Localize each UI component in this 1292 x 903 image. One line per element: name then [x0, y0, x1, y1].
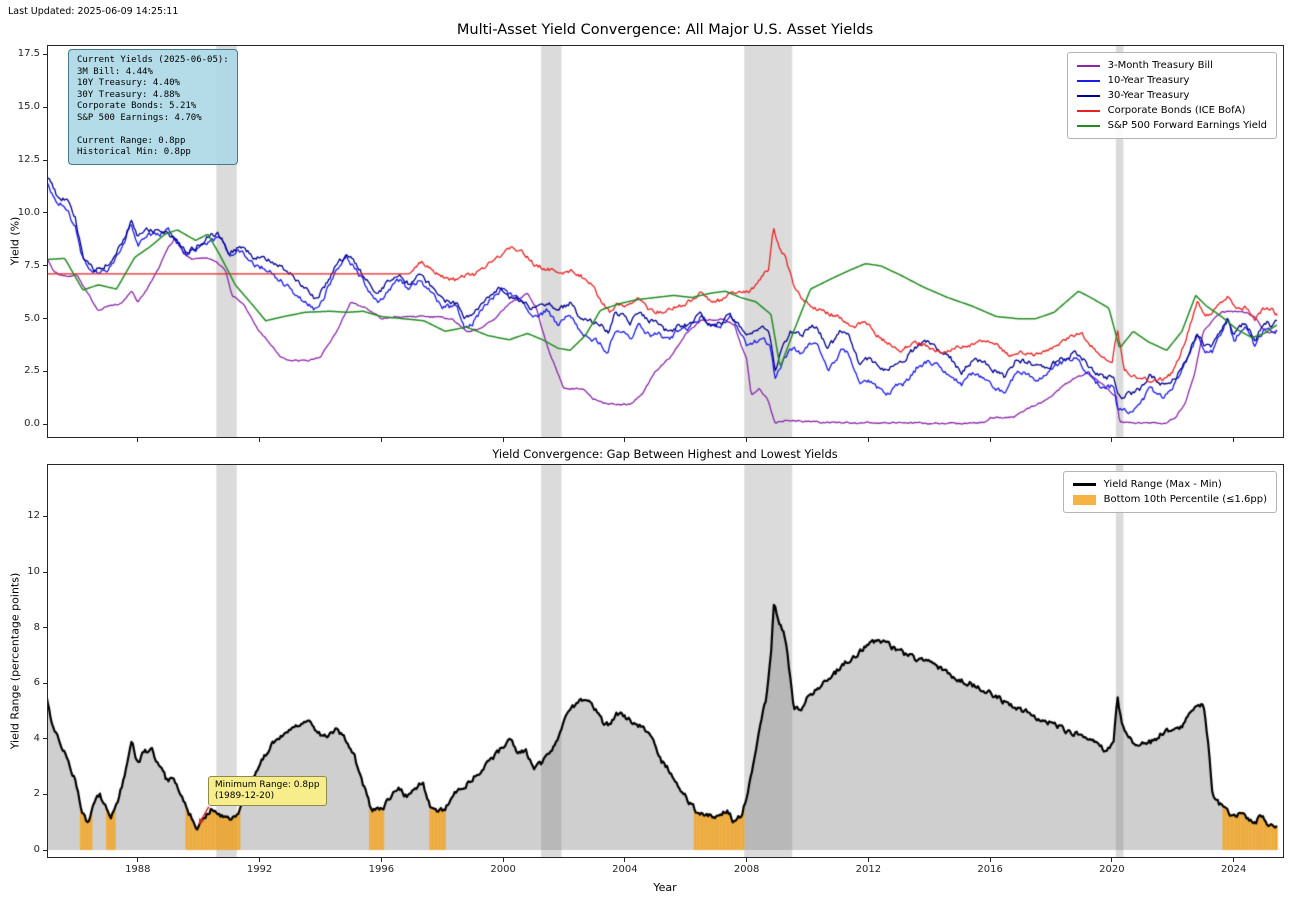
legend-item: 30-Year Treasury	[1076, 88, 1267, 103]
x-tick-mark	[989, 438, 991, 442]
legend-label: Yield Range (Max - Min)	[1103, 479, 1222, 490]
x-tick-mark	[746, 858, 748, 862]
x-tick-mark	[1233, 438, 1235, 442]
x-tick-label: 2024	[1220, 864, 1247, 875]
legend-label: 10-Year Treasury	[1107, 75, 1190, 86]
x-tick-mark	[259, 858, 261, 862]
legend-line-swatch	[1076, 124, 1100, 127]
x-tick-label: 2008	[733, 864, 760, 875]
legend-item: Yield Range (Max - Min)	[1072, 477, 1267, 492]
y-tick-label: 15.0	[17, 101, 40, 113]
legend-line-swatch	[1076, 79, 1100, 82]
current-yields-info-box: Current Yields (2025-06-05): 3M Bill: 4.…	[68, 49, 238, 165]
x-tick-mark	[746, 438, 748, 442]
x-tick-mark	[502, 858, 504, 862]
legend-label: 30-Year Treasury	[1107, 90, 1190, 101]
y-tick-label: 2	[33, 788, 40, 800]
x-tick-mark	[502, 438, 504, 442]
legend-item: Corporate Bonds (ICE BofA)	[1076, 103, 1267, 118]
x-tick-mark	[1111, 858, 1113, 862]
legend-patch-swatch	[1072, 494, 1096, 505]
top-legend: 3-Month Treasury Bill 10-Year Treasury 30-…	[1066, 52, 1277, 139]
x-tick-mark	[380, 438, 382, 442]
y-tick-label: 0	[33, 844, 40, 856]
x-tick-mark	[624, 438, 626, 442]
min-range-annotation: Minimum Range: 0.8pp (1989-12-20)	[207, 775, 327, 806]
y-tick-label: 2.5	[24, 365, 40, 377]
y-tick-label: 17.5	[17, 48, 40, 60]
legend-line-swatch	[1072, 483, 1096, 486]
y-tick-label: 12.5	[17, 154, 40, 166]
x-tick-mark	[1111, 438, 1113, 442]
legend-item: S&P 500 Forward Earnings Yield	[1076, 118, 1267, 133]
bottom-chart-ylabel: Yield Range (percentage points)	[8, 572, 22, 750]
x-tick-mark	[137, 858, 139, 862]
legend-item: Bottom 10th Percentile (≤1.6pp)	[1072, 492, 1267, 507]
legend-label: Bottom 10th Percentile (≤1.6pp)	[1103, 494, 1267, 505]
x-tick-mark	[137, 438, 139, 442]
x-tick-mark	[380, 858, 382, 862]
x-tick-mark	[867, 438, 869, 442]
legend-line-swatch	[1076, 94, 1100, 97]
x-axis-label: Year	[653, 881, 677, 894]
x-tick-label: 2004	[612, 864, 638, 875]
legend-label: S&P 500 Forward Earnings Yield	[1107, 120, 1267, 131]
y-tick-label: 12	[27, 510, 40, 522]
last-updated-text: Last Updated: 2025-06-09 14:25:11	[8, 6, 179, 17]
top-chart-title: Multi-Asset Yield Convergence: All Major…	[456, 22, 874, 38]
y-tick-label: 0.0	[24, 418, 40, 430]
x-tick-mark	[867, 858, 869, 862]
legend-label: 3-Month Treasury Bill	[1107, 60, 1213, 71]
legend-item: 10-Year Treasury	[1076, 73, 1267, 88]
bottom-chart-title: Yield Convergence: Gap Between Highest a…	[492, 447, 838, 461]
legend-line-swatch	[1076, 109, 1100, 112]
x-tick-label: 1992	[246, 864, 273, 875]
x-tick-label: 2012	[855, 864, 882, 875]
legend-line-swatch	[1076, 64, 1100, 67]
y-tick-label: 5.0	[24, 312, 40, 324]
top-chart-ylabel: Yield (%)	[8, 216, 22, 266]
x-tick-label: 1996	[368, 864, 395, 875]
x-tick-mark	[989, 858, 991, 862]
x-tick-mark	[259, 438, 261, 442]
x-tick-label: 2020	[1099, 864, 1125, 875]
x-tick-mark	[624, 858, 626, 862]
x-tick-label: 2000	[490, 864, 516, 875]
bottom-legend: Yield Range (Max - Min) Bottom 10th Perce…	[1062, 471, 1277, 513]
x-tick-label: 2016	[977, 864, 1003, 875]
x-tick-label: 1988	[125, 864, 151, 875]
legend-item: 3-Month Treasury Bill	[1076, 58, 1267, 73]
x-tick-mark	[1233, 858, 1235, 862]
legend-label: Corporate Bonds (ICE BofA)	[1107, 105, 1246, 116]
